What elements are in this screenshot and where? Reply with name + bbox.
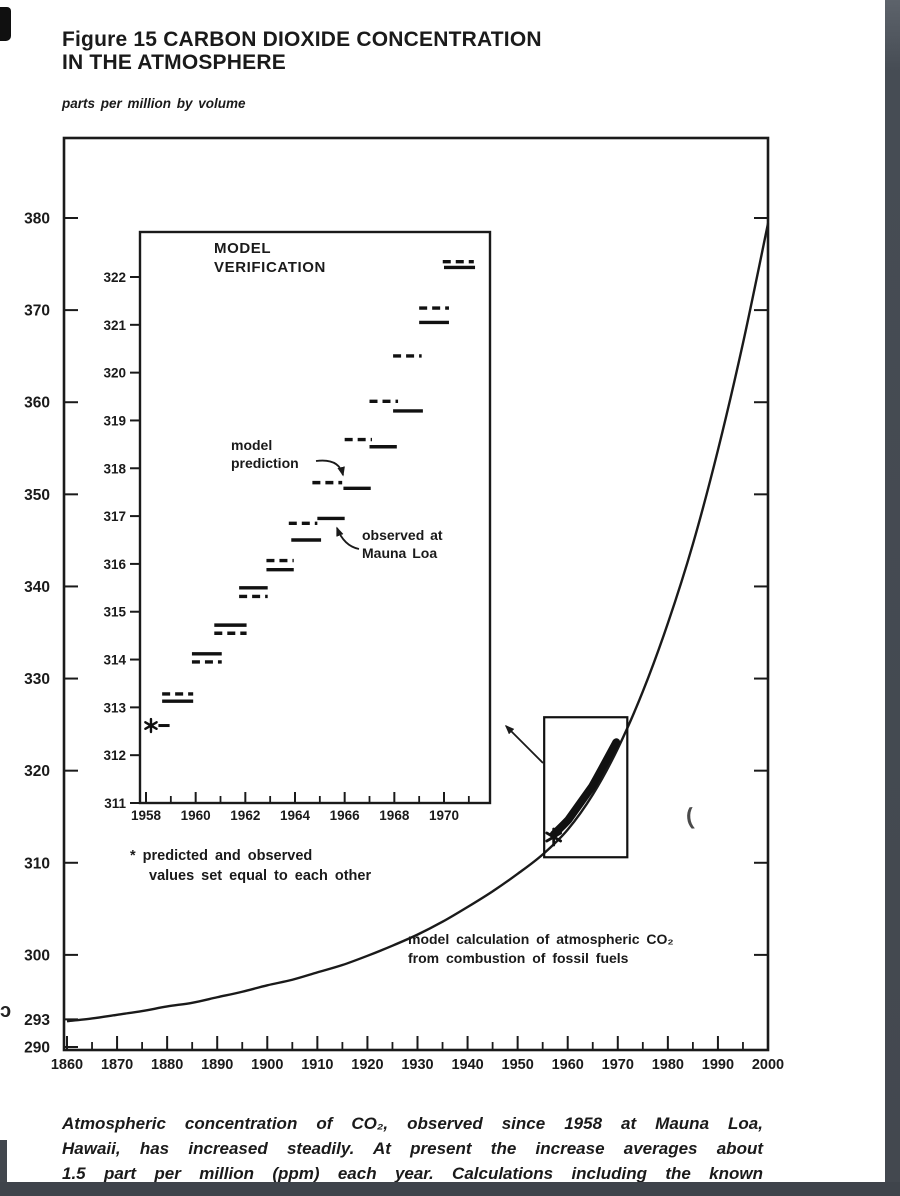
y-axis-tick-label: 370 (24, 303, 50, 320)
x-axis-tick-label: 1860 (51, 1057, 83, 1073)
inset-title: MODEL VERIFICATION (214, 239, 326, 277)
figure-caption: Atmospheric concentration of CO₂, observ… (62, 1111, 763, 1186)
y-axis-tick-label: 360 (24, 395, 50, 412)
figure-title-line2: IN THE ATMOSPHERE (62, 51, 286, 74)
x-axis-tick-label: 1870 (101, 1057, 133, 1073)
main-asterisk-marker (545, 831, 563, 843)
scan-edge-left (0, 1140, 7, 1196)
scan-edge-bottom (0, 1182, 900, 1196)
inset-y-tick-label: 321 (103, 318, 126, 333)
inset-y-tick-label: 312 (103, 748, 126, 763)
caption-line2: Hawaii, has increased steadily. At prese… (62, 1139, 763, 1158)
caption-line3: 1.5 part per million (ppm) each year. Ca… (62, 1164, 763, 1183)
x-axis-tick-label: 1890 (201, 1057, 233, 1073)
model-calculation-annotation: model calculation of atmospheric CO₂ fro… (408, 930, 674, 968)
scan-artifact-blob (0, 7, 11, 41)
model-prediction-label: model prediction (231, 436, 299, 472)
inset-y-tick-label: 319 (103, 413, 126, 428)
inset-y-tick-label: 313 (103, 700, 126, 715)
zoom-box (543, 716, 629, 859)
caption-line1: Atmospheric concentration of CO₂, observ… (62, 1114, 763, 1133)
x-axis-tick-label: 1990 (702, 1057, 734, 1073)
inset-y-tick-label: 315 (103, 605, 126, 620)
y-axis-tick-label: 320 (24, 763, 50, 780)
generated-chart-elements: 290 293 300 310 320 330 340 350 360 370 380 1860 187… (24, 136, 784, 1073)
model-calculation-line2: from combustion of fossil fuels (408, 950, 629, 966)
footnote-line2: values set equal to each other (149, 867, 372, 884)
inset-x-tick-label: 1960 (181, 808, 211, 823)
y-axis-units-label: parts per million by volume (62, 96, 246, 111)
y-axis-tick-label: 290 (24, 1040, 50, 1057)
inset-x-tick-label: 1970 (429, 808, 459, 823)
observed-data-segment (549, 738, 621, 839)
y-axis-tick-label: 293 (24, 1012, 50, 1029)
inset-plot-frame (138, 230, 492, 805)
inset-x-tick-label: 1966 (330, 808, 361, 823)
inset-x-tick-label: 1964 (280, 808, 311, 823)
observed-label-line1: observed at (362, 527, 443, 543)
x-axis-tick-label: 1880 (151, 1057, 183, 1073)
figure-title: Figure 15 CARBON DIOXIDE CONCENTRATION I… (62, 28, 642, 74)
inset-x-tick-label: 1958 (131, 808, 162, 823)
asterisk-footnote: * predicted and observed values set equa… (130, 847, 371, 886)
observed-arrow (336, 526, 360, 550)
observed-label-line2: Mauna Loa (362, 545, 438, 561)
scan-noise-mark: ͻ (0, 1000, 12, 1022)
inset-asterisk-marker (144, 721, 158, 730)
x-axis-tick-label: 1910 (301, 1057, 333, 1073)
inset-x-tick-label: 1968 (379, 808, 410, 823)
inset-x-tick-label: 1962 (230, 808, 260, 823)
observed-mauna-loa-label: observed at Mauna Loa (362, 526, 443, 562)
inset-y-tick-label: 320 (103, 366, 126, 381)
model-curve (66, 223, 770, 1023)
model-prediction-arrow (315, 459, 345, 477)
x-axis-tick-label: 1940 (451, 1057, 483, 1073)
x-axis-tick-label: 1900 (251, 1057, 283, 1073)
model-prediction-label-line2: prediction (231, 455, 299, 471)
model-prediction-label-line1: model (231, 437, 273, 453)
x-axis-tick-label: 2000 (752, 1057, 784, 1073)
x-axis-tick-label: 1930 (401, 1057, 433, 1073)
inset-y-tick-label: 318 (103, 461, 126, 476)
x-axis-tick-label: 1970 (602, 1057, 634, 1073)
inset-y-tick-label: 317 (103, 509, 126, 524)
scan-edge-right (885, 0, 900, 1196)
x-axis-tick-label: 1950 (502, 1057, 534, 1073)
figure-title-line1: Figure 15 CARBON DIOXIDE CONCENTRATION (62, 28, 542, 51)
inset-title-line2: VERIFICATION (214, 259, 326, 276)
inset-title-line1: MODEL (214, 240, 272, 257)
y-axis-tick-label: 380 (24, 211, 50, 228)
y-axis-tick-label: 330 (24, 671, 50, 688)
y-axis-tick-label: 340 (24, 579, 50, 596)
main-plot-frame (62, 136, 770, 1052)
y-axis-tick-label: 310 (24, 855, 50, 872)
inset-link-arrow (504, 724, 544, 764)
x-axis-tick-label: 1960 (552, 1057, 584, 1073)
y-axis-tick-label: 350 (24, 487, 50, 504)
x-axis-tick-label: 1980 (652, 1057, 684, 1073)
model-calculation-line1: model calculation of atmospheric CO₂ (408, 931, 674, 947)
x-axis-tick-label: 1920 (351, 1057, 383, 1073)
inset-y-tick-label: 311 (104, 796, 126, 811)
inset-y-tick-label: 322 (103, 270, 126, 285)
inset-y-tick-label: 316 (103, 557, 126, 572)
footnote-line1: * predicted and observed (130, 848, 313, 864)
y-axis-tick-label: 300 (24, 947, 50, 964)
inset-y-tick-label: 314 (103, 653, 126, 668)
